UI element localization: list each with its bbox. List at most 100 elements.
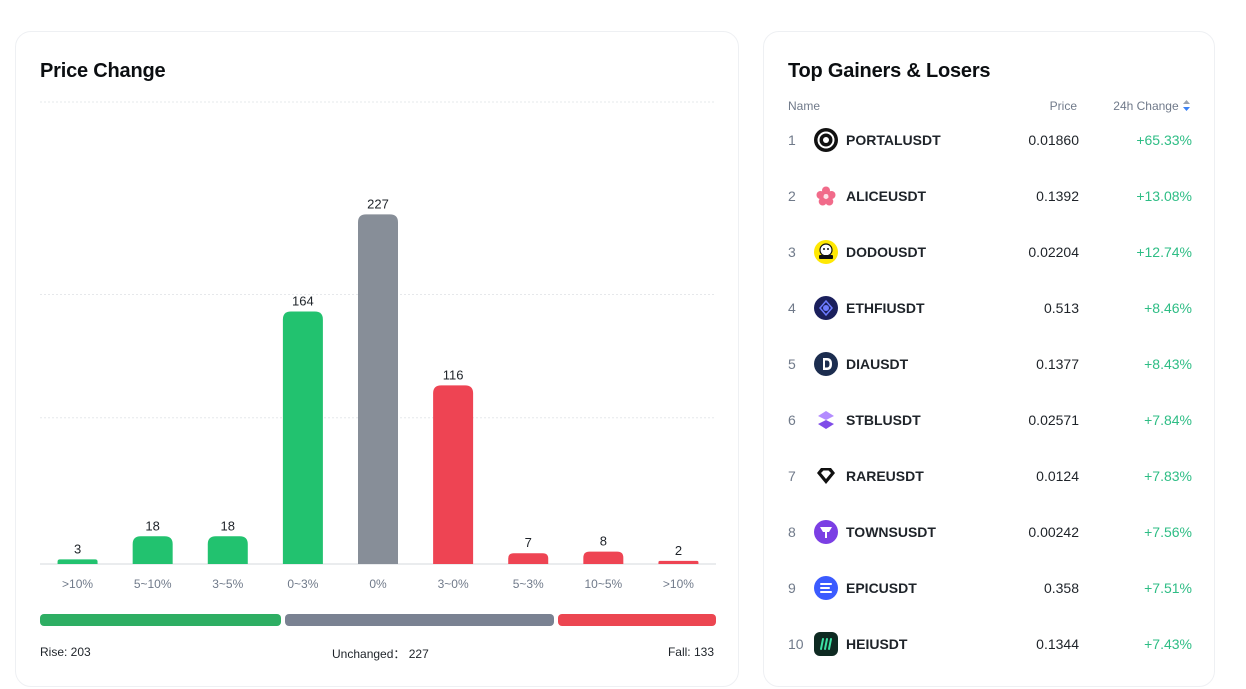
top-gainers-card: Top Gainers & Losers Name Price 24h Chan…: [763, 31, 1215, 687]
change-value: +8.46%: [1144, 300, 1192, 316]
change-value: +7.83%: [1144, 468, 1192, 484]
bar-rise-3[interactable]: [282, 311, 323, 564]
bar-fall-5[interactable]: [433, 385, 474, 564]
price-change-title: Price Change: [40, 60, 166, 82]
gainer-row-dodousdt[interactable]: 3 DODOUSDT 0.02204 +12.74%: [764, 224, 1216, 280]
price-value: 0.1377: [1036, 356, 1079, 372]
change-value: +65.33%: [1136, 132, 1192, 148]
x-tick-label: >10%: [62, 577, 93, 591]
price-value: 0.0124: [1036, 468, 1079, 484]
x-tick-label: 10~5%: [584, 577, 622, 591]
rank-number: 3: [788, 244, 796, 260]
rare-icon: [814, 464, 838, 488]
change-column-header[interactable]: 24h Change: [1113, 99, 1190, 113]
change-column-header-label: 24h Change: [1113, 99, 1179, 113]
rank-number: 10: [788, 636, 804, 652]
x-tick-label: 3~0%: [438, 577, 469, 591]
x-tick-label: 3~5%: [212, 577, 243, 591]
hei-icon: [814, 632, 838, 656]
gainer-row-townsusdt[interactable]: 8 TOWNSUSDT 0.00242 +7.56%: [764, 504, 1216, 560]
bar-fall-8[interactable]: [658, 560, 699, 564]
fall-count-label: Fall: 133: [667, 645, 714, 659]
rank-number: 4: [788, 300, 796, 316]
rank-number: 5: [788, 356, 796, 372]
bar-value-label: 7: [525, 535, 532, 550]
name-column-header: Name: [788, 99, 821, 113]
price-column-header: Price: [1049, 99, 1077, 113]
change-value: +8.43%: [1144, 356, 1192, 372]
x-tick-label: 0%: [369, 577, 387, 591]
fall-summary-bar: [558, 614, 716, 626]
price-value: 0.02204: [1028, 244, 1079, 260]
price-value: 0.00242: [1028, 524, 1079, 540]
rank-number: 6: [788, 412, 796, 428]
x-tick-label: >10%: [663, 577, 694, 591]
change-value: +7.56%: [1144, 524, 1192, 540]
epic-icon: [814, 576, 838, 600]
bar-value-label: 18: [145, 518, 159, 533]
gainer-row-ethfiusdt[interactable]: 4 ETHFIUSDT 0.513 +8.46%: [764, 280, 1216, 336]
rise-count-label: Rise: 203: [40, 645, 91, 659]
bar-rise-1[interactable]: [132, 536, 173, 564]
bar-value-label: 18: [221, 518, 235, 533]
gainer-row-aliceusdt[interactable]: 2 ALICEUSDT 0.1392 +13.08%: [764, 168, 1216, 224]
gainer-row-rareusdt[interactable]: 7 RAREUSDT 0.0124 +7.83%: [764, 448, 1216, 504]
sort-icon[interactable]: [1183, 100, 1190, 111]
gainer-row-portalusdt[interactable]: 1 PORTALUSDT 0.01860 +65.33%: [764, 112, 1216, 168]
price-change-card: Price Change 3 >10% 18 5~10% 18 3~5% 164 0~3% 22…: [15, 31, 739, 687]
symbol-name: HEIUSDT: [846, 636, 908, 652]
price-value: 0.02571: [1028, 412, 1079, 428]
x-tick-label: 5~10%: [134, 577, 172, 591]
ethfi-icon: [814, 296, 838, 320]
gainer-row-epicusdt[interactable]: 9 EPICUSDT 0.358 +7.51%: [764, 560, 1216, 616]
bar-value-label: 2: [675, 543, 682, 558]
x-tick-label: 0~3%: [287, 577, 318, 591]
bar-rise-2[interactable]: [207, 536, 248, 564]
symbol-name: ETHFIUSDT: [846, 300, 925, 316]
unchanged-count-label: Unchanged： 227: [332, 647, 429, 661]
unchanged-summary-bar: [284, 614, 555, 626]
change-value: +13.08%: [1136, 188, 1192, 204]
bar-rise-0[interactable]: [57, 559, 98, 564]
change-value: +12.74%: [1136, 244, 1192, 260]
dodo-icon: [814, 240, 838, 264]
price-value: 0.513: [1043, 300, 1079, 316]
top-gainers-title: Top Gainers & Losers: [788, 60, 991, 82]
bar-fall-7[interactable]: [583, 551, 624, 564]
towns-icon: [814, 520, 838, 544]
bar-value-label: 3: [74, 541, 81, 556]
bar-value-label: 227: [367, 196, 389, 211]
price-change-chart: 3 >10% 18 5~10% 18 3~5% 164 0~3% 227 0% 116 3~0% 7 5~…: [40, 101, 716, 591]
gainer-row-diausdt[interactable]: 5 DIAUSDT 0.1377 +8.43%: [764, 336, 1216, 392]
symbol-name: RAREUSDT: [846, 468, 924, 484]
bar-unchanged-4[interactable]: [358, 214, 398, 565]
symbol-name: ALICEUSDT: [846, 188, 927, 204]
bar-value-label: 164: [292, 293, 314, 308]
rank-number: 9: [788, 580, 796, 596]
stbl-icon: [814, 408, 838, 432]
price-value: 0.1344: [1036, 636, 1079, 652]
bar-value-label: 8: [600, 534, 607, 549]
symbol-name: DODOUSDT: [846, 244, 927, 260]
gainer-row-stblusdt[interactable]: 6 STBLUSDT 0.02571 +7.84%: [764, 392, 1216, 448]
bar-value-label: 116: [443, 367, 464, 382]
price-value: 0.1392: [1036, 188, 1079, 204]
dia-icon: [814, 352, 838, 376]
rank-number: 7: [788, 468, 796, 484]
change-value: +7.43%: [1144, 636, 1192, 652]
price-value: 0.358: [1043, 580, 1079, 596]
symbol-name: PORTALUSDT: [846, 132, 941, 148]
rank-number: 2: [788, 188, 796, 204]
rise-summary-bar: [40, 614, 281, 626]
rank-number: 1: [788, 132, 796, 148]
symbol-name: TOWNSUSDT: [846, 524, 936, 540]
symbol-name: STBLUSDT: [846, 412, 921, 428]
gainer-row-heiusdt[interactable]: 10 HEIUSDT 0.1344 +7.43%: [764, 616, 1216, 672]
alice-icon: [814, 184, 838, 208]
symbol-name: DIAUSDT: [846, 356, 909, 372]
change-value: +7.51%: [1144, 580, 1192, 596]
rank-number: 8: [788, 524, 796, 540]
bar-fall-6[interactable]: [508, 553, 549, 564]
portal-icon: [814, 128, 838, 152]
x-tick-label: 5~3%: [513, 577, 544, 591]
